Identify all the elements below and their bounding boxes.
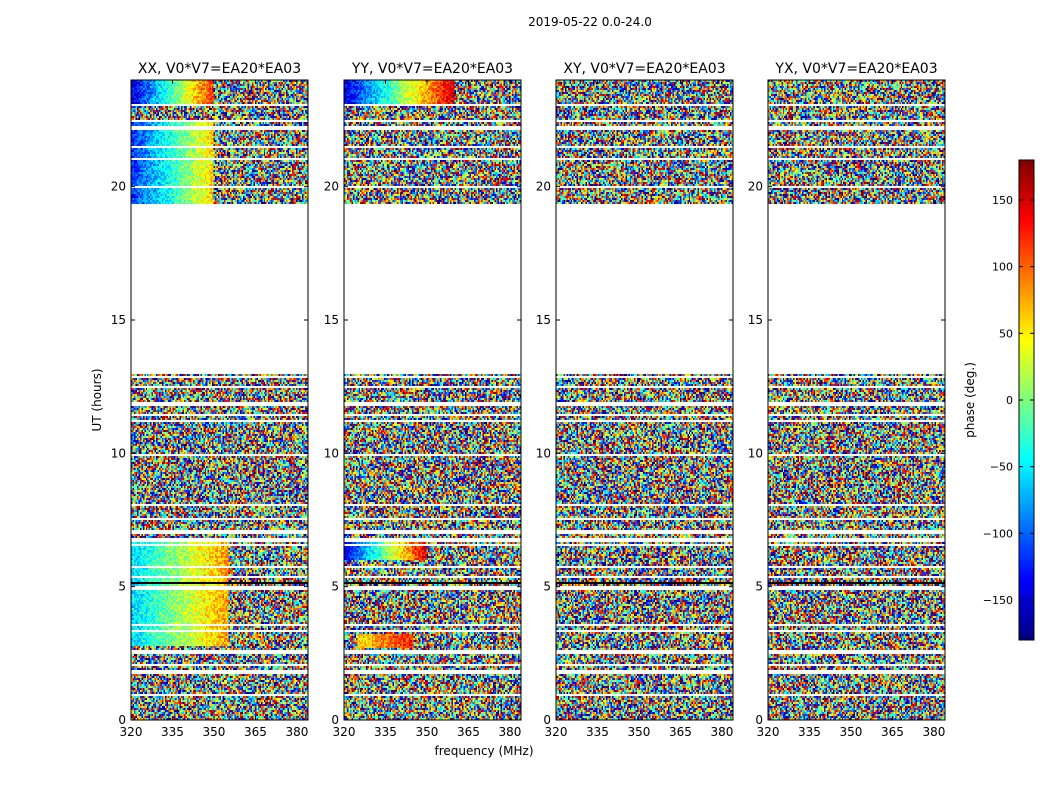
x-tick-label: 320 [545,725,568,739]
heatmap-image [344,80,521,720]
y-tick-label: 0 [755,713,763,727]
y-tick-label: 20 [324,180,339,194]
colorbar-tick-label: −150 [983,594,1013,607]
x-tick-label: 365 [881,725,904,739]
y-tick-label: 15 [748,313,763,327]
heatmap-image [131,80,308,720]
y-tick-label: 15 [536,313,551,327]
axes-frame [130,79,309,721]
colorbar-tick-label: 100 [992,261,1013,274]
panel-1: YY, V0*V7=EA20*EA03 320 335 350 365 380 0 5 10 15… [324,61,522,739]
y-tick-label: 5 [755,580,763,594]
y-tick-label: 5 [118,580,126,594]
panel-3: YX, V0*V7=EA20*EA03 320 335 350 365 380 0 5 10 15… [748,61,946,739]
y-tick-label: 20 [111,180,126,194]
colorbar-tick-label: 150 [992,194,1013,207]
x-tick-label: 365 [669,725,692,739]
axes-frame [767,79,946,721]
colorbar: 150 100 50 0 −50 −100 −150 phase (deg.) [963,159,1035,641]
panel-title: XY, V0*V7=EA20*EA03 [563,61,725,77]
colorbar-label: phase (deg.) [963,362,977,438]
x-tick-label: 380 [922,725,945,739]
y-tick-label: 20 [536,180,551,194]
panel-2: XY, V0*V7=EA20*EA03 320 335 350 365 380 0 5 10 15… [536,61,734,739]
y-tick-label: 10 [111,446,126,460]
x-tick-label: 380 [285,725,308,739]
colorbar-tick-label: −100 [983,527,1013,540]
y-tick-label: 5 [331,580,339,594]
y-tick-label: 0 [543,713,551,727]
x-tick-label: 350 [416,725,439,739]
figure-suptitle: 2019-05-22 0.0-24.0 [528,15,652,29]
y-tick-label: 5 [543,580,551,594]
panel-title: YY, V0*V7=EA20*EA03 [351,61,513,77]
x-tick-label: 320 [757,725,780,739]
x-tick-label: 350 [840,725,863,739]
heatmap-image [556,80,733,720]
colorbar-tick-label: 0 [1006,394,1013,407]
x-tick-label: 365 [457,725,480,739]
x-tick-label: 320 [120,725,143,739]
x-tick-label: 380 [710,725,733,739]
y-tick-label: 15 [111,313,126,327]
colorbar-tick-label: 50 [999,327,1013,340]
x-tick-label: 335 [798,725,821,739]
x-tick-label: 320 [333,725,356,739]
y-tick-label: 15 [324,313,339,327]
x-axis-label: frequency (MHz) [434,744,533,758]
x-tick-label: 350 [203,725,226,739]
y-tick-label: 10 [536,446,551,460]
x-tick-label: 335 [161,725,184,739]
y-tick-label: 10 [324,446,339,460]
panel-0: XX, V0*V7=EA20*EA03 320 335 350 365 380 0 5 10 15… [111,61,309,739]
axes-frame [555,79,734,721]
x-tick-label: 335 [374,725,397,739]
axes-frame [343,79,522,721]
panel-title: YX, V0*V7=EA20*EA03 [774,61,937,77]
colorbar-ticks: 150 100 50 0 −50 −100 −150 [983,194,1034,607]
panel-title: XX, V0*V7=EA20*EA03 [138,61,301,77]
x-tick-label: 380 [498,725,521,739]
y-axis-label: UT (hours) [90,368,104,431]
y-tick-label: 10 [748,446,763,460]
y-tick-label: 0 [118,713,126,727]
heatmap-image [768,80,945,720]
colorbar-tick-label: −50 [990,461,1013,474]
x-tick-label: 365 [244,725,267,739]
x-tick-label: 350 [628,725,651,739]
x-tick-label: 335 [586,725,609,739]
y-tick-label: 20 [748,180,763,194]
panels-group: XX, V0*V7=EA20*EA03 320 335 350 365 380 0 5 10 15… [111,61,946,739]
y-tick-label: 0 [331,713,339,727]
